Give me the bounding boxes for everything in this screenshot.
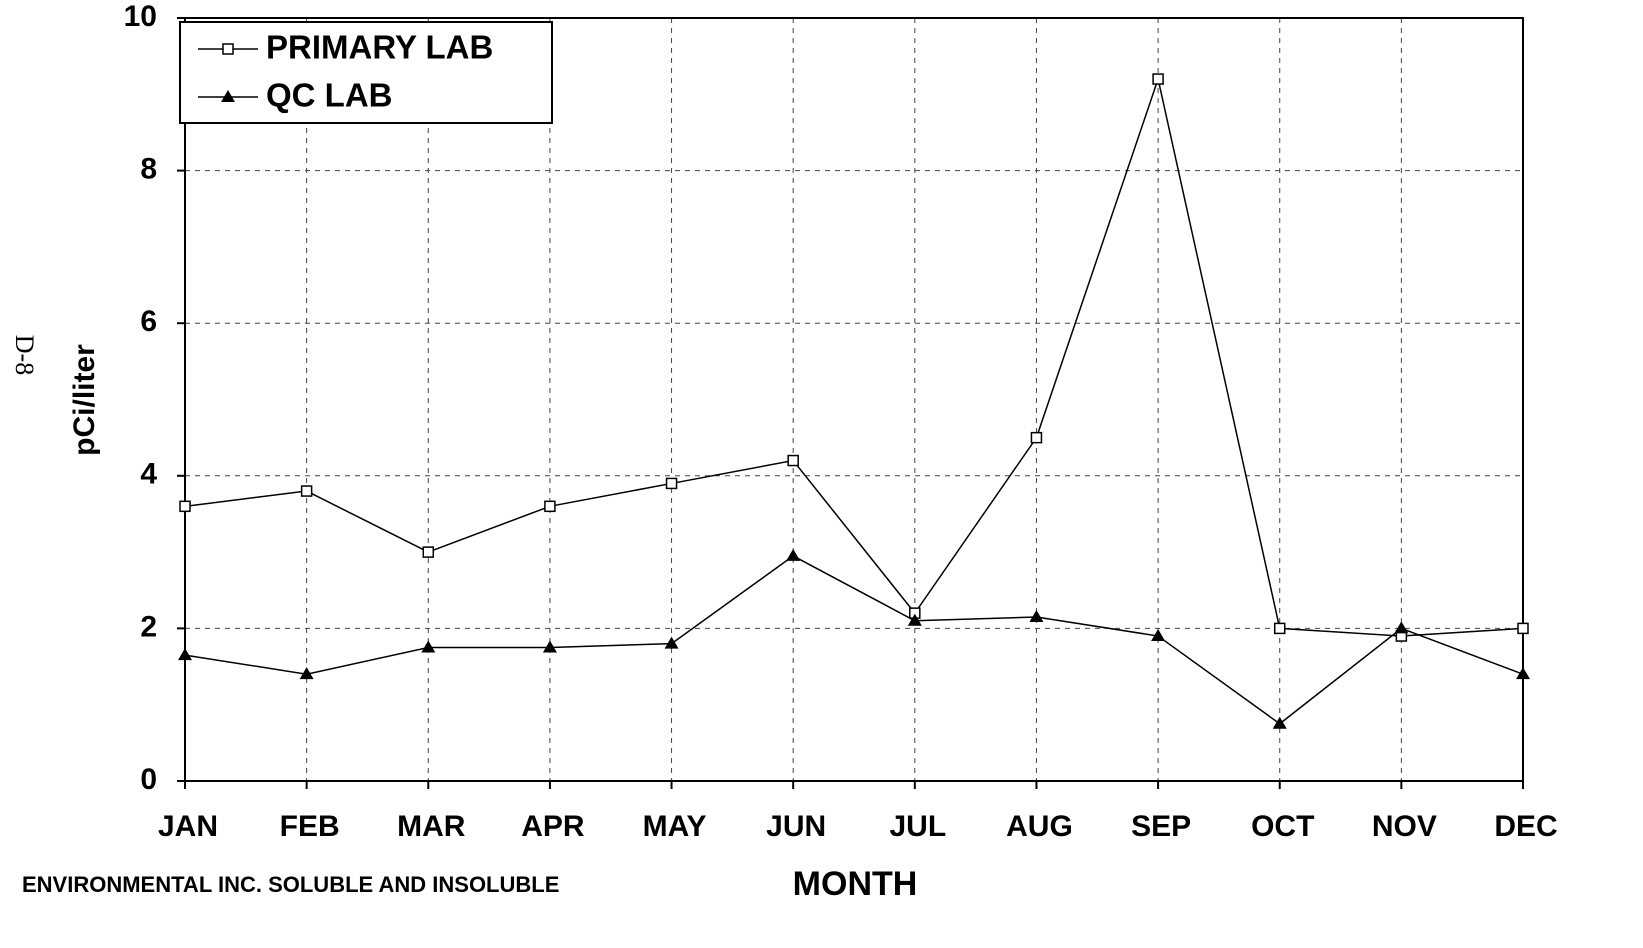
data-point <box>178 648 192 661</box>
data-point <box>544 500 556 513</box>
x-tick-label: MAY <box>643 810 707 843</box>
legend-marker <box>221 90 235 102</box>
x-tick-label: APR <box>521 810 585 843</box>
x-tick-label: DEC <box>1494 810 1557 843</box>
footer-note: ENVIRONMENTAL INC. SOLUBLE AND INSOLUBLE <box>22 872 559 897</box>
y-tick-label: 2 <box>140 610 157 643</box>
page-number: D-8 <box>10 335 39 375</box>
data-point <box>422 546 435 558</box>
data-point <box>1517 622 1529 635</box>
data-point <box>787 454 799 467</box>
x-tick-label: NOV <box>1372 810 1437 843</box>
data-point <box>179 500 191 513</box>
legend-label: PRIMARY LAB <box>266 29 493 66</box>
data-point <box>1394 621 1409 634</box>
data-point <box>1030 431 1043 444</box>
data-point <box>421 640 436 653</box>
plot-frame <box>184 17 1524 782</box>
data-point <box>1273 622 1286 635</box>
series-line <box>184 555 1524 725</box>
y-tick-label: 10 <box>124 0 157 33</box>
x-tick-label: OCT <box>1251 810 1314 843</box>
data-point <box>1029 609 1044 622</box>
legend-box <box>179 21 553 124</box>
legend-label: QC LAB <box>266 77 393 114</box>
series-line <box>184 76 1524 637</box>
y-tick-label: 0 <box>140 763 157 796</box>
data-point <box>907 613 922 626</box>
x-tick-label: MAR <box>397 810 466 843</box>
data-point <box>1152 73 1164 85</box>
data-point <box>1272 716 1287 729</box>
y-tick-label: 4 <box>140 458 157 491</box>
data-point <box>300 485 313 497</box>
data-point <box>1516 667 1530 680</box>
data-point <box>665 477 678 490</box>
y-axis-label: pCi/liter <box>68 344 101 456</box>
data-point <box>664 636 679 649</box>
x-tick-label: SEP <box>1131 810 1191 843</box>
x-tick-label: JUN <box>766 810 826 843</box>
data-point <box>299 667 314 680</box>
x-tick-label: JUL <box>889 810 946 843</box>
data-point <box>1151 629 1166 642</box>
x-tick-label: JAN <box>158 810 218 843</box>
x-axis-label: MONTH <box>793 865 918 903</box>
data-point <box>786 548 801 561</box>
x-tick-label: FEB <box>280 810 340 843</box>
y-tick-label: 8 <box>140 153 157 186</box>
legend-marker <box>222 43 234 55</box>
x-tick-label: AUG <box>1006 810 1073 843</box>
y-tick-label: 6 <box>140 305 157 338</box>
data-point <box>542 640 557 653</box>
